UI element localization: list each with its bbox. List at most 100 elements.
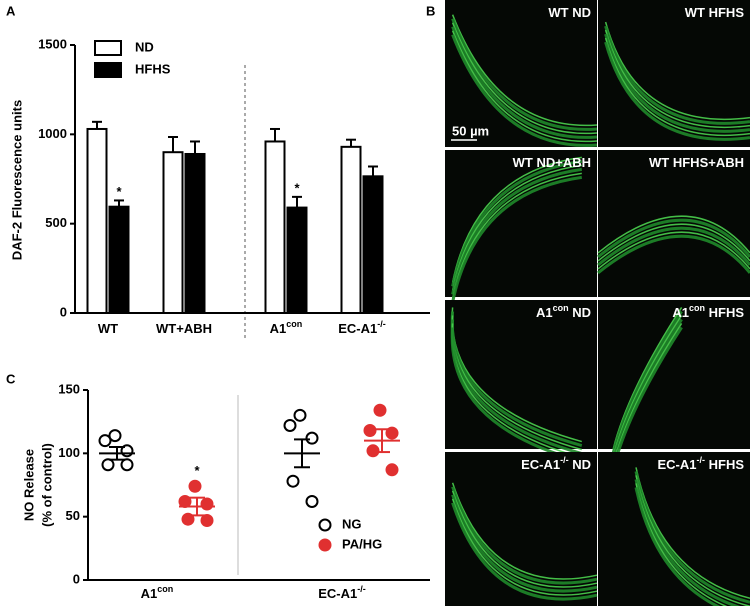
significance: * (194, 463, 200, 478)
y-tick-label: 1500 (38, 36, 67, 51)
vessel-wall (611, 318, 683, 462)
y-axis-label: NO Release (21, 449, 36, 521)
legend-label: HFHS (135, 61, 171, 76)
y-tick-label: 150 (58, 381, 80, 396)
legend-marker (318, 538, 332, 552)
vessel-wall (451, 26, 598, 139)
tile-label-text: WT HFHS+ABH (649, 155, 744, 170)
tile-label-text: WT ND+ABH (513, 155, 591, 170)
vessel-wall (451, 486, 598, 585)
y-axis-label: (% of control) (39, 443, 54, 527)
vessel-wall (451, 498, 598, 596)
vessel-wall (451, 482, 598, 580)
vessel-wall (451, 502, 598, 601)
data-point (305, 431, 319, 445)
tile-label: WT ND+ABH (513, 155, 591, 170)
data-point (363, 424, 377, 438)
x-tick-label-text: A1 (270, 321, 287, 336)
x-tick-label-sup: con (157, 584, 173, 594)
tile-label-suffix: HFHS (705, 305, 744, 320)
legend-swatch (94, 40, 122, 56)
x-tick-label-text: WT+ABH (156, 321, 212, 336)
data-point (108, 429, 122, 443)
legend-swatch (94, 62, 122, 78)
panel-label: A (6, 3, 16, 18)
vessel-wall (604, 25, 750, 125)
panel-label: C (6, 371, 16, 386)
y-tick-label: 0 (73, 571, 80, 586)
vessel-wall (597, 215, 750, 254)
vessel-wall (604, 33, 750, 133)
legend-marker (318, 518, 332, 532)
bar (340, 145, 362, 314)
tile-label-text: EC-A1 (521, 457, 560, 472)
y-tick-label: 100 (58, 445, 80, 460)
vessel-wall (634, 487, 721, 606)
vessel-wall (451, 14, 598, 127)
scale-bar-label: 50 µm (452, 123, 489, 138)
y-tick-label: 0 (60, 304, 67, 319)
data-point (101, 458, 115, 472)
x-tick-label: WT (98, 321, 118, 336)
vessel-wall (451, 159, 583, 287)
legend-label: NG (342, 516, 362, 531)
x-tick-label-sup: -/- (357, 584, 366, 594)
bar (184, 152, 206, 314)
x-tick-label: WT+ABH (156, 321, 212, 336)
micrograph (598, 452, 750, 606)
bar (108, 205, 130, 314)
bar (162, 151, 184, 314)
x-tick-label: A1con (270, 319, 303, 336)
x-tick-label: A1con (141, 584, 174, 601)
y-tick-label: 500 (45, 215, 67, 230)
tile-label-sup: -/- (697, 455, 706, 465)
bar (264, 140, 286, 314)
tile-label: WT ND (548, 5, 591, 20)
vessel-wall (634, 471, 750, 604)
tile-label-text: A1 (672, 305, 689, 320)
vessel-wall (604, 21, 750, 121)
tile-label-text: EC-A1 (657, 457, 696, 472)
data-point (200, 497, 214, 511)
tile-label-suffix: ND (569, 305, 591, 320)
vessel-wall (604, 29, 750, 129)
data-point (366, 444, 380, 458)
x-tick-label: EC-A1-/- (338, 319, 386, 336)
bar (286, 206, 308, 314)
x-tick-label-sup: -/- (377, 319, 386, 329)
data-point (120, 458, 134, 472)
y-tick-label: 1000 (38, 126, 67, 141)
x-tick-label-text: A1 (141, 586, 158, 601)
vessel-wall (597, 223, 750, 262)
tile-label-suffix: HFHS (705, 457, 744, 472)
x-tick-label-text: EC-A1 (318, 586, 357, 601)
tile-label-sup: con (553, 303, 569, 313)
data-point (98, 434, 112, 448)
tile-label-suffix: ND (569, 457, 591, 472)
tile-label-text: A1 (536, 305, 553, 320)
x-tick-label-text: WT (98, 321, 118, 336)
vessel-wall (597, 234, 750, 275)
data-point (373, 403, 387, 417)
panel-label: B (426, 3, 435, 18)
tile-label: A1con HFHS (672, 303, 744, 320)
tile-label-text: WT HFHS (685, 5, 745, 20)
vessel-wall (597, 231, 750, 270)
y-axis-label: DAF-2 Fluorescence units (9, 100, 24, 260)
data-point (385, 463, 399, 477)
vessel-wall (611, 310, 683, 454)
vessel-wall (451, 494, 598, 593)
vessel-wall (451, 167, 583, 295)
tile-label: A1con ND (536, 303, 591, 320)
data-point (305, 494, 319, 508)
micrograph (598, 150, 750, 297)
data-point (181, 512, 195, 526)
vessel-wall (597, 226, 750, 267)
significance: * (294, 180, 300, 195)
legend-label: PA/HG (342, 536, 382, 551)
vessel-wall (451, 22, 598, 135)
tile-label: EC-A1-/- ND (521, 455, 591, 472)
vessel-wall (604, 41, 750, 141)
bar (86, 127, 108, 314)
